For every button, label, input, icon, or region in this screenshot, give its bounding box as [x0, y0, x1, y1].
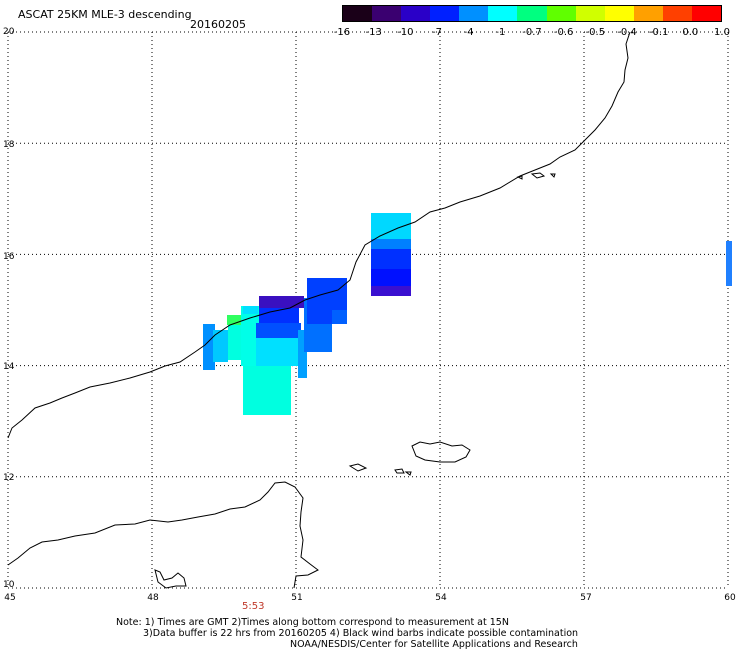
colorbar-segment: [343, 6, 373, 21]
colorbar-segment: [604, 6, 634, 21]
data-cell: [203, 324, 215, 370]
colorbar-label: -0.5: [585, 27, 606, 38]
data-cell: [227, 315, 244, 325]
colorbar-segment: [401, 6, 431, 21]
island-small-2: [394, 468, 405, 474]
data-cell: [256, 338, 301, 366]
data-swath: [203, 213, 732, 415]
lat-label-14: 14: [3, 362, 15, 372]
lon-label-54: 54: [435, 593, 447, 603]
colorbar-label: -0.6: [553, 27, 574, 38]
map-title: ASCAT 25KM MLE-3 descending: [18, 8, 192, 21]
data-cell: [213, 330, 228, 362]
colorbar-label: 0.0: [682, 27, 699, 38]
lon-label-51: 51: [291, 593, 303, 603]
data-cell: [241, 306, 259, 366]
coastline: [7, 31, 631, 589]
lat-label-16: 16: [3, 252, 15, 262]
data-cell: [298, 330, 307, 378]
data-cell: [371, 286, 411, 296]
data-cell: [228, 315, 243, 360]
data-cell: [259, 308, 299, 323]
time-label: 5:53: [242, 601, 265, 612]
colorbar-segment: [372, 6, 402, 21]
colorbar-label: -16: [333, 27, 351, 38]
island-small-3: [404, 471, 412, 476]
colorbar: [342, 5, 722, 22]
lon-label-45: 45: [4, 593, 16, 603]
island-kuria-1: [516, 175, 523, 180]
lat-label-10: 10: [3, 580, 15, 590]
note-line-2: 3)Data buffer is 22 hrs from 20160205 4)…: [143, 628, 579, 639]
data-cell: [243, 306, 258, 314]
arabian-coast: [7, 31, 631, 439]
colorbar-label: -0.4: [617, 27, 637, 38]
map-date: 20160205: [190, 18, 246, 31]
colorbar-label: -0.1: [648, 27, 669, 38]
somalia-coast: [7, 481, 319, 589]
lat-label-20: 20: [3, 27, 15, 37]
lat-label-12: 12: [3, 473, 15, 483]
colorbar-segment: [633, 6, 663, 21]
island-small-1: [348, 463, 368, 472]
island-kuria-2: [530, 172, 546, 179]
data-cell: [371, 239, 411, 249]
colorbar-segment: [546, 6, 576, 21]
colorbar-label: -13: [365, 27, 382, 38]
data-cell: [243, 365, 291, 415]
data-cell: [256, 323, 301, 338]
data-cell: [259, 296, 304, 308]
horn-islands: [154, 569, 187, 589]
data-cell: [371, 269, 411, 286]
colorbar-segment: [662, 6, 692, 21]
lon-label-57: 57: [580, 593, 592, 603]
lon-label-48: 48: [147, 593, 159, 603]
colorbar-segment: [430, 6, 460, 21]
colorbar-segment: [575, 6, 605, 21]
data-cell: [332, 310, 347, 324]
colorbar-segment: [488, 6, 518, 21]
colorbar-label: 1.0: [714, 27, 730, 38]
colorbar-label: -10: [397, 27, 414, 38]
lon-label-60: 60: [724, 593, 736, 603]
note-line-1: Note: 1) Times are GMT 2)Times along bot…: [116, 617, 509, 628]
grid-lines: [7, 31, 729, 589]
colorbar-segment: [517, 6, 547, 21]
island-kuria-3: [549, 173, 556, 178]
note-line-3: NOAA/NESDIS/Center for Satellite Applica…: [290, 639, 578, 650]
data-cell: [371, 249, 411, 269]
socotra-island: [411, 441, 471, 463]
map-frame: [8, 32, 728, 588]
lat-label-18: 18: [3, 140, 15, 150]
colorbar-segment: [691, 6, 722, 21]
colorbar-segment: [459, 6, 489, 21]
data-cell: [726, 241, 732, 286]
